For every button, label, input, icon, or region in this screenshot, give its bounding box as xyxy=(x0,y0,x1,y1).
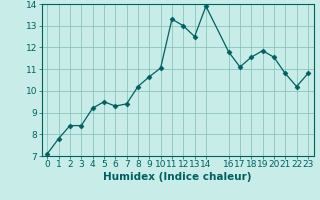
X-axis label: Humidex (Indice chaleur): Humidex (Indice chaleur) xyxy=(103,172,252,182)
